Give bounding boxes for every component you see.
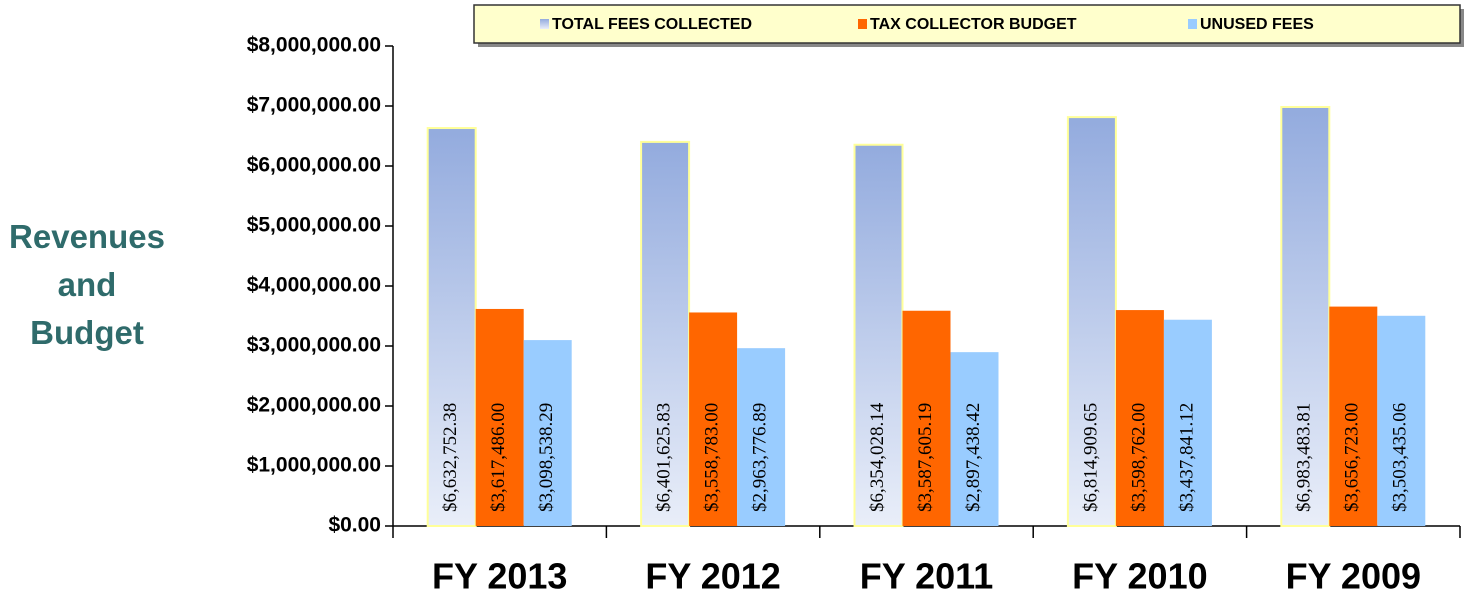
legend-label: UNUSED FEES <box>1200 16 1314 33</box>
data-label: $3,558,783.00 <box>701 403 722 512</box>
legend-label: TAX COLLECTOR BUDGET <box>870 16 1077 33</box>
bar <box>950 352 999 526</box>
x-tick-label: FY 2011 <box>860 556 993 597</box>
bar <box>689 312 738 526</box>
data-label: $6,401,625.83 <box>653 403 674 512</box>
x-tick-label: FY 2012 <box>645 556 780 597</box>
legend-label: TOTAL FEES COLLECTED <box>552 16 752 33</box>
bar <box>1329 306 1378 526</box>
bar <box>1115 310 1164 526</box>
data-label: $6,354,028.14 <box>867 402 888 512</box>
y-tick-label: $5,000,000.00 <box>247 214 381 237</box>
data-label: $3,587,605.19 <box>915 403 936 512</box>
y-tick-label: $3,000,000.00 <box>247 334 381 357</box>
legend-marker <box>1188 19 1197 29</box>
data-label: $3,598,762.00 <box>1128 403 1149 512</box>
y-tick-label: $0.00 <box>328 514 381 537</box>
y-tick-label: $6,000,000.00 <box>247 154 381 177</box>
bar <box>523 340 572 526</box>
legend-marker <box>858 19 867 29</box>
data-label: $3,437,841.12 <box>1176 403 1197 512</box>
data-label: $3,098,538.29 <box>536 403 557 512</box>
x-tick-label: FY 2013 <box>432 556 567 597</box>
legend-box <box>473 4 1461 44</box>
x-tick-label: FY 2010 <box>1072 556 1207 597</box>
bar <box>475 308 524 526</box>
bar <box>1280 105 1331 528</box>
data-label: $3,503,435.06 <box>1390 403 1411 512</box>
data-label: $3,617,486.00 <box>488 403 509 512</box>
bar <box>1377 315 1426 526</box>
legend-marker <box>540 19 549 29</box>
data-label: $2,963,776.89 <box>749 403 770 512</box>
data-label: $6,814,909.65 <box>1080 403 1101 512</box>
data-label: $6,983,483.81 <box>1294 403 1315 512</box>
y-tick-label: $7,000,000.00 <box>247 94 381 117</box>
bar <box>902 310 951 526</box>
bar <box>640 140 691 528</box>
y-tick-label: $4,000,000.00 <box>247 274 381 297</box>
y-axis-label: Revenues and Budget <box>9 218 165 351</box>
bar <box>1163 319 1212 526</box>
data-label: $6,632,752.38 <box>440 403 461 512</box>
bar <box>737 348 786 526</box>
data-label: $3,656,723.00 <box>1342 403 1363 512</box>
y-tick-label: $2,000,000.00 <box>247 394 381 417</box>
bar <box>426 127 477 527</box>
y-tick-label: $1,000,000.00 <box>247 454 381 477</box>
x-tick-label: FY 2009 <box>1286 556 1421 597</box>
y-tick-label: $8,000,000.00 <box>247 34 381 57</box>
data-label: $2,897,438.42 <box>963 403 984 512</box>
